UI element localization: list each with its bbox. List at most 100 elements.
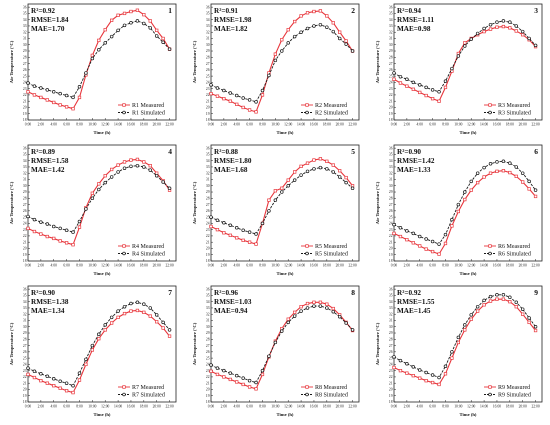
measured-point [424,93,428,98]
x-tick-label: 8:00 [76,405,83,409]
measured-point [286,317,290,321]
measured-point [286,178,290,182]
x-tick-label: 0:00 [208,405,215,409]
measured-point [293,170,297,174]
measured-point [52,384,56,388]
simulated-point [103,323,107,327]
stat-label: RMSE=1.42 [397,157,435,165]
x-tick-label: 16:00 [493,123,501,127]
simulated-point [280,329,284,333]
x-tick-label: 10:00 [454,405,462,409]
x-tick-label: 12:00 [101,405,109,409]
x-tick-label: 8:00 [76,123,83,127]
x-tick-label: 16:00 [493,264,501,268]
simulated-point [247,378,252,383]
simulated-point [228,91,233,95]
simulated-point [325,25,329,29]
measured-point [463,197,467,202]
simulated-point [260,368,265,373]
measured-point [122,11,127,16]
x-tick-label: 2:00 [221,264,228,268]
measured-point [411,241,415,245]
y-tick-label: 22 [389,375,393,379]
simulated-point [392,71,396,75]
simulated-point [350,49,355,53]
simulated-point [90,56,95,61]
x-axis-label: Time (h) [94,271,111,276]
x-tick-label: 12:00 [467,405,475,409]
measured-point [533,328,538,333]
x-tick-label: 22:00 [165,405,173,409]
y-tick-label: 33 [206,165,210,169]
x-tick-label: 16:00 [493,405,501,409]
stat-label: RMSE=1.98 [214,16,252,24]
y-tick-label: 18 [389,118,393,122]
x-tick-label: 18:00 [323,264,331,268]
simulated-point [209,363,213,367]
measured-point [64,389,69,393]
simulated-point [26,81,30,85]
plot-frame [393,285,543,403]
chart-panel-2: 18 19 20 21 22 23 24 25 26 27 28 29 30 31 32 33 34 35 36 0:… [183,0,366,141]
x-tick-label: 0:00 [25,264,32,268]
y-tick-label: 25 [389,356,393,360]
y-tick-label: 21 [389,381,393,385]
simulated-point [501,293,506,297]
stat-label: R²=0.96 [214,289,238,297]
chart-panel-3: 18 19 20 21 22 23 24 25 26 27 28 29 30 31 32 33 34 35 36 0:… [366,0,549,141]
y-tick-label: 33 [206,24,210,28]
x-tick-label: 10:00 [88,264,96,268]
y-tick-label: 26 [23,350,27,354]
measured-point [437,382,441,387]
measured-point [312,300,316,304]
x-tick-label: 22:00 [531,264,539,268]
legend-label: R4 Measured [132,244,164,250]
chart-panel-8: 18 19 20 21 22 23 24 25 26 27 28 29 30 31 32 33 34 35 36 0:… [183,282,366,423]
x-tick-label: 20:00 [153,405,161,409]
y-tick-label: 35 [389,153,393,157]
stat-label: MAE=0.98 [397,25,431,33]
simulated-point [260,88,265,93]
x-tick-label: 6:00 [63,405,70,409]
simulated-point [411,80,416,85]
legend-label: R5 Measured [315,244,347,250]
measured-point [228,99,232,103]
simulated-point [154,313,159,317]
stat-label: RMSE=1.80 [214,157,252,165]
y-tick-label: 34 [206,18,210,22]
panel-number: 7 [168,288,172,297]
y-tick-label: 32 [23,171,27,175]
stat-label: MAE=1.34 [31,307,65,315]
measured-point [405,238,409,242]
y-tick-label: 31 [23,178,27,182]
simulated-point [398,358,403,363]
simulated-point [167,47,172,51]
simulated-point [488,162,493,166]
simulated-point [392,222,396,227]
x-tick-label: 2:00 [38,123,45,127]
y-tick-label: 27 [23,62,27,66]
y-tick-label: 19 [23,394,27,398]
y-tick-label: 32 [389,171,393,175]
measured-point [463,41,467,45]
measured-point [501,169,506,173]
simulated-point [51,377,56,381]
y-tick-label: 30 [389,43,393,47]
measured-point [501,24,506,29]
measured-point [411,374,415,378]
simulated-point [318,22,323,27]
measured-point [228,377,232,382]
chart-panel-9: 18 19 20 21 22 23 24 25 26 27 28 29 30 31 32 33 34 35 36 0:… [366,282,549,423]
chart-svg: 18 19 20 21 22 23 24 25 26 27 28 29 30 31 32 33 34 35 36 0:… [192,285,360,417]
measured-point [71,107,75,111]
y-axis-label: Air Temperature (°C) [9,322,14,365]
y-tick-label: 25 [206,74,210,78]
simulated-point [71,230,75,234]
x-tick-label: 12:00 [284,264,292,268]
measured-point [215,227,220,232]
measured-point [222,97,226,101]
y-tick-label: 28 [206,337,210,341]
chart-svg: 18 19 20 21 22 23 24 25 26 27 28 29 30 31 32 33 34 35 36 0:… [375,3,543,135]
legend-label: R1 Measured [132,103,164,109]
simulated-point [51,90,56,94]
